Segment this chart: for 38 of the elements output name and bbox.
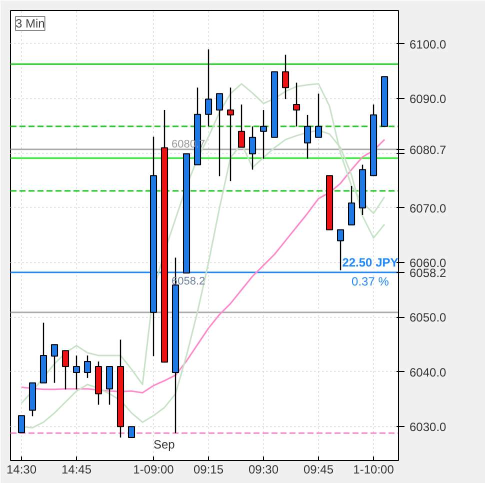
candlestick [304,114,312,160]
candlestick [216,93,224,177]
candlestick [18,415,26,434]
x-tick-label: 09:15 [194,462,224,476]
candlestick [248,126,256,170]
y-tick-label: 6030.0 [410,420,447,434]
candlestick [260,109,268,160]
x-tick-label: 1-09:00 [133,462,174,476]
candlestick [50,344,58,384]
ref-line-label: 6058.2 [410,266,447,280]
candlestick [238,104,246,148]
candlestick [128,426,136,438]
candlestick [348,185,356,226]
y-tick-label: 6040.0 [410,365,447,380]
ref-line-label: 6080.7 [410,142,447,157]
x-tick-label: 1-10:00 [353,462,394,476]
candlestick [337,229,344,271]
candlestick [226,86,234,182]
text: 3 Min [16,16,45,30]
candlestick [72,354,80,390]
x-tick-label: 14:30 [6,462,37,476]
candlestick [62,350,70,390]
x-tick-label: 14:45 [61,462,92,476]
candlestick [315,93,322,138]
candlestick [292,82,300,128]
candlestick [84,354,92,379]
annotation: Sep [154,438,176,452]
y-tick-label: 6100.0 [410,37,447,52]
annotation: 0.37 % [352,274,390,288]
annotation: 22.50 JPY [342,255,398,270]
x-tick-label: 09:30 [248,462,279,476]
x-tick-label: 09:45 [304,462,334,476]
y-tick-label: 6070.0 [410,201,447,216]
candlestick [106,366,114,406]
candlestick [282,54,290,100]
candlestick [204,48,212,128]
y-tick-label: 6050.0 [410,310,447,325]
y-tick-label: 6090.0 [410,92,447,106]
